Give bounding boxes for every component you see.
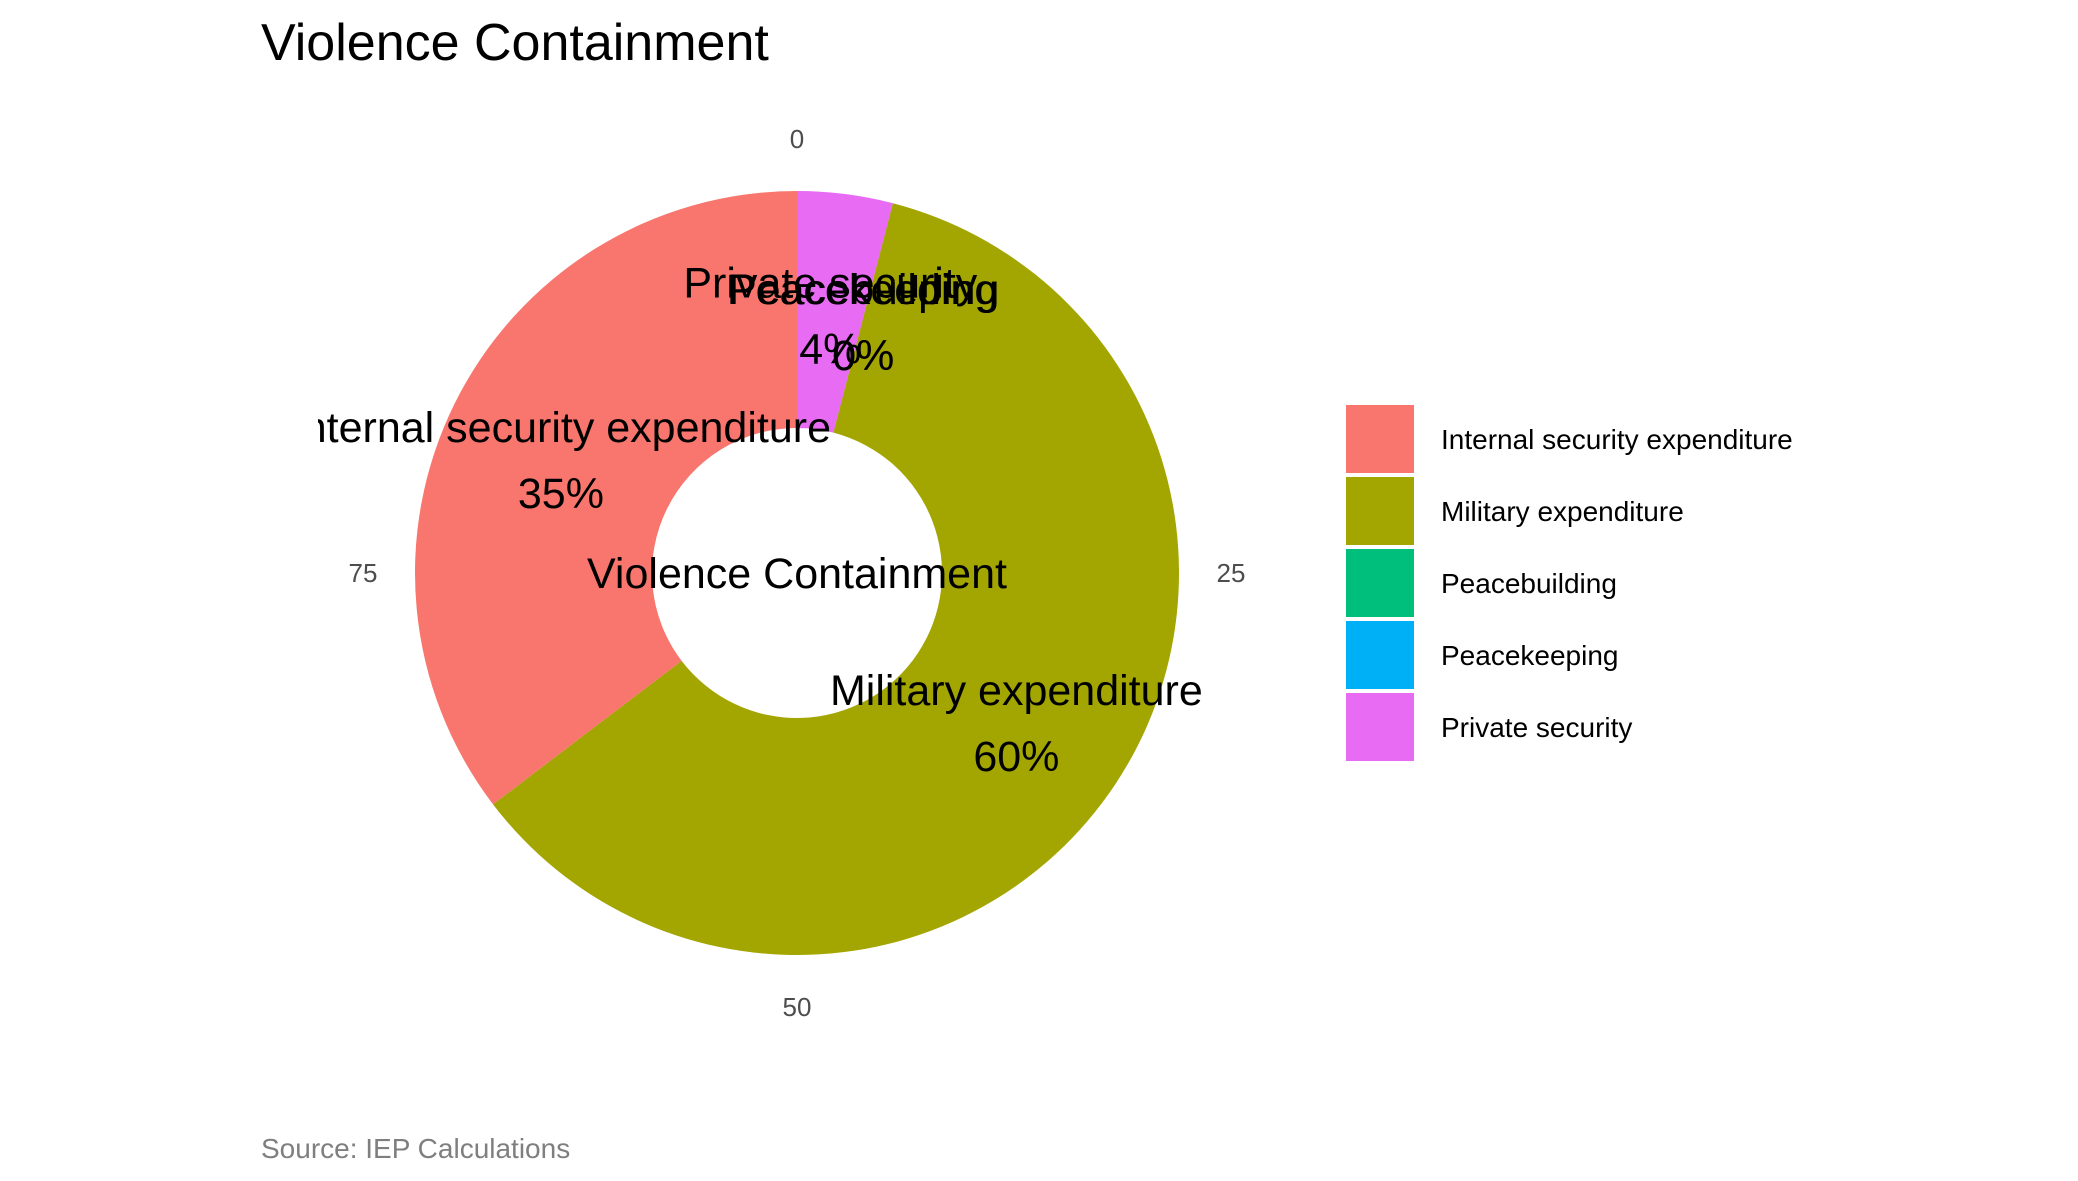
slice-percent-label: 0% <box>832 332 894 380</box>
theta-tick-label: 25 <box>1217 558 1246 588</box>
slice-percent-label: 0% <box>832 332 894 380</box>
slice-labels: Private security 4% Peacekeeping 0% Peacebui… <box>291 260 1203 781</box>
chart-caption: Source: IEP Calculations <box>261 1133 570 1164</box>
legend-key-peacekeeping <box>1346 621 1414 689</box>
slice-name-label: Military expenditure <box>830 667 1203 715</box>
legend-key-internal-security-expenditure <box>1346 405 1414 473</box>
theta-ticks: 0 25 50 75 <box>349 124 1246 1022</box>
chart-title: Violence Containment <box>261 14 769 72</box>
slice-name-label: Private security <box>683 260 977 308</box>
legend-key-private-security <box>1346 693 1414 761</box>
slice-name-label: Peacekeeping <box>727 266 1000 314</box>
theta-tick-label: 0 <box>790 124 804 154</box>
slice-internal-security-expenditure <box>414 191 797 805</box>
legend: Internal security expenditure Military ex… <box>1346 405 1793 761</box>
slice-military-expenditure <box>493 203 1179 956</box>
donut-center-label: Violence Containment <box>587 550 1007 598</box>
theta-tick-label: 50 <box>783 992 812 1022</box>
legend-key-peacebuilding <box>1346 549 1414 617</box>
slice-percent-label: 35% <box>518 470 604 518</box>
donut-slices <box>414 191 1179 956</box>
slice-percent-label: 60% <box>973 733 1059 781</box>
slice-percent-label: 4% <box>799 326 861 374</box>
legend-label: Military expenditure <box>1441 496 1684 527</box>
legend-label: Peacekeeping <box>1441 640 1618 671</box>
legend-label: Private security <box>1441 712 1632 743</box>
legend-label: Internal security expenditure <box>1441 424 1793 455</box>
legend-key-military-expenditure <box>1346 477 1414 545</box>
slice-name-label: Peacebuilding <box>728 266 998 314</box>
theta-tick-label: 75 <box>349 558 378 588</box>
slice-private-security <box>797 191 893 433</box>
slice-name-label: Internal security expenditure <box>291 404 831 452</box>
legend-label: Peacebuilding <box>1441 568 1617 599</box>
